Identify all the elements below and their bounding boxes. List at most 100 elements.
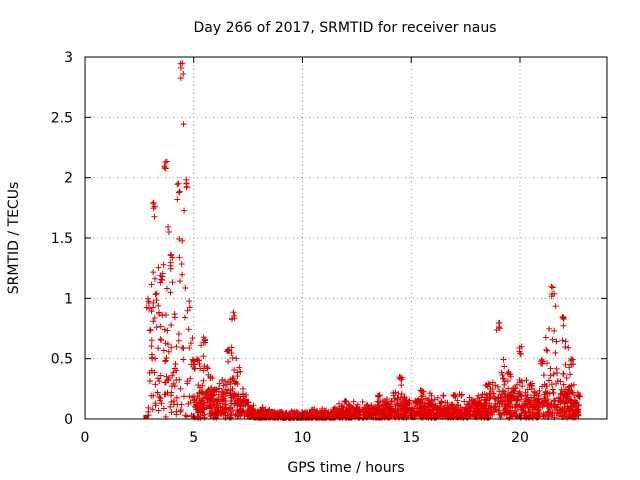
data-point bbox=[480, 411, 487, 418]
data-point bbox=[483, 402, 490, 409]
data-point bbox=[276, 409, 283, 416]
data-point bbox=[222, 378, 229, 385]
data-point bbox=[152, 381, 159, 388]
data-point bbox=[168, 344, 175, 351]
data-point bbox=[176, 189, 183, 196]
outlier-marker bbox=[515, 415, 521, 419]
data-point bbox=[160, 405, 167, 412]
data-point bbox=[563, 408, 570, 415]
data-point bbox=[161, 391, 168, 398]
data-point bbox=[526, 404, 533, 411]
data-point bbox=[207, 395, 214, 402]
data-point bbox=[237, 409, 244, 416]
data-point bbox=[401, 410, 408, 417]
data-point bbox=[208, 409, 215, 416]
data-point bbox=[380, 411, 387, 418]
data-point bbox=[554, 409, 561, 416]
data-point bbox=[151, 369, 158, 376]
data-point bbox=[165, 223, 172, 230]
data-point bbox=[193, 404, 200, 411]
data-point bbox=[185, 400, 192, 407]
data-point bbox=[461, 398, 468, 405]
data-point bbox=[201, 363, 208, 370]
data-point bbox=[544, 347, 551, 354]
data-point bbox=[190, 357, 197, 364]
data-point bbox=[184, 380, 191, 387]
data-point bbox=[150, 200, 157, 207]
data-point bbox=[312, 413, 319, 420]
data-point bbox=[495, 394, 502, 401]
data-point bbox=[156, 378, 163, 385]
data-point bbox=[176, 278, 183, 285]
data-point bbox=[557, 378, 564, 385]
data-point bbox=[157, 372, 164, 379]
data-point bbox=[560, 370, 567, 377]
data-point bbox=[240, 391, 247, 398]
data-point bbox=[175, 337, 182, 344]
data-point bbox=[519, 383, 526, 390]
data-point bbox=[207, 412, 214, 419]
data-point bbox=[211, 404, 218, 411]
data-point bbox=[562, 344, 569, 351]
data-point bbox=[381, 405, 388, 412]
data-point bbox=[500, 356, 507, 363]
data-point bbox=[170, 369, 177, 376]
data-point bbox=[564, 414, 571, 421]
data-point bbox=[525, 408, 532, 415]
data-point bbox=[213, 388, 220, 395]
data-point bbox=[219, 377, 226, 384]
data-point bbox=[168, 399, 175, 406]
data-point bbox=[392, 407, 399, 414]
x-tick-label: 5 bbox=[189, 430, 198, 446]
data-point bbox=[156, 393, 163, 400]
data-point bbox=[388, 398, 395, 405]
data-point bbox=[406, 401, 413, 408]
data-point bbox=[544, 360, 551, 367]
data-point bbox=[180, 345, 187, 352]
data-point bbox=[501, 397, 508, 404]
data-point bbox=[160, 347, 167, 354]
data-point bbox=[558, 386, 565, 393]
data-point bbox=[216, 380, 223, 387]
data-point bbox=[259, 407, 266, 414]
data-point bbox=[536, 395, 543, 402]
data-point bbox=[491, 395, 498, 402]
x-tick-label: 15 bbox=[402, 430, 420, 446]
data-point bbox=[544, 396, 551, 403]
data-point bbox=[477, 410, 484, 417]
data-point bbox=[304, 409, 311, 416]
data-point bbox=[518, 396, 525, 403]
data-point bbox=[420, 388, 427, 395]
data-point bbox=[456, 391, 463, 398]
data-point bbox=[158, 337, 165, 344]
data-point bbox=[185, 326, 192, 333]
data-point bbox=[225, 379, 232, 386]
data-point bbox=[153, 290, 160, 297]
data-point bbox=[152, 400, 159, 407]
data-point bbox=[440, 405, 447, 412]
data-point bbox=[452, 393, 459, 400]
data-point bbox=[555, 394, 562, 401]
data-point bbox=[487, 393, 494, 400]
data-point bbox=[162, 379, 169, 386]
data-point bbox=[567, 398, 574, 405]
data-point bbox=[562, 361, 569, 368]
data-point bbox=[545, 409, 552, 416]
data-point bbox=[230, 309, 237, 316]
data-point bbox=[544, 390, 551, 397]
data-point bbox=[219, 403, 226, 410]
y-tick-label: 1.5 bbox=[51, 231, 73, 247]
data-point bbox=[565, 344, 572, 351]
data-point bbox=[160, 261, 167, 268]
data-point bbox=[563, 375, 570, 382]
data-point bbox=[206, 403, 213, 410]
data-point bbox=[150, 304, 157, 311]
data-point bbox=[196, 360, 203, 367]
data-point bbox=[515, 393, 522, 400]
data-point bbox=[244, 399, 251, 406]
x-tick-label: 20 bbox=[511, 430, 529, 446]
data-point bbox=[571, 401, 578, 408]
data-point bbox=[173, 411, 180, 418]
data-point bbox=[501, 381, 508, 388]
y-tick-label: 2 bbox=[64, 171, 73, 187]
